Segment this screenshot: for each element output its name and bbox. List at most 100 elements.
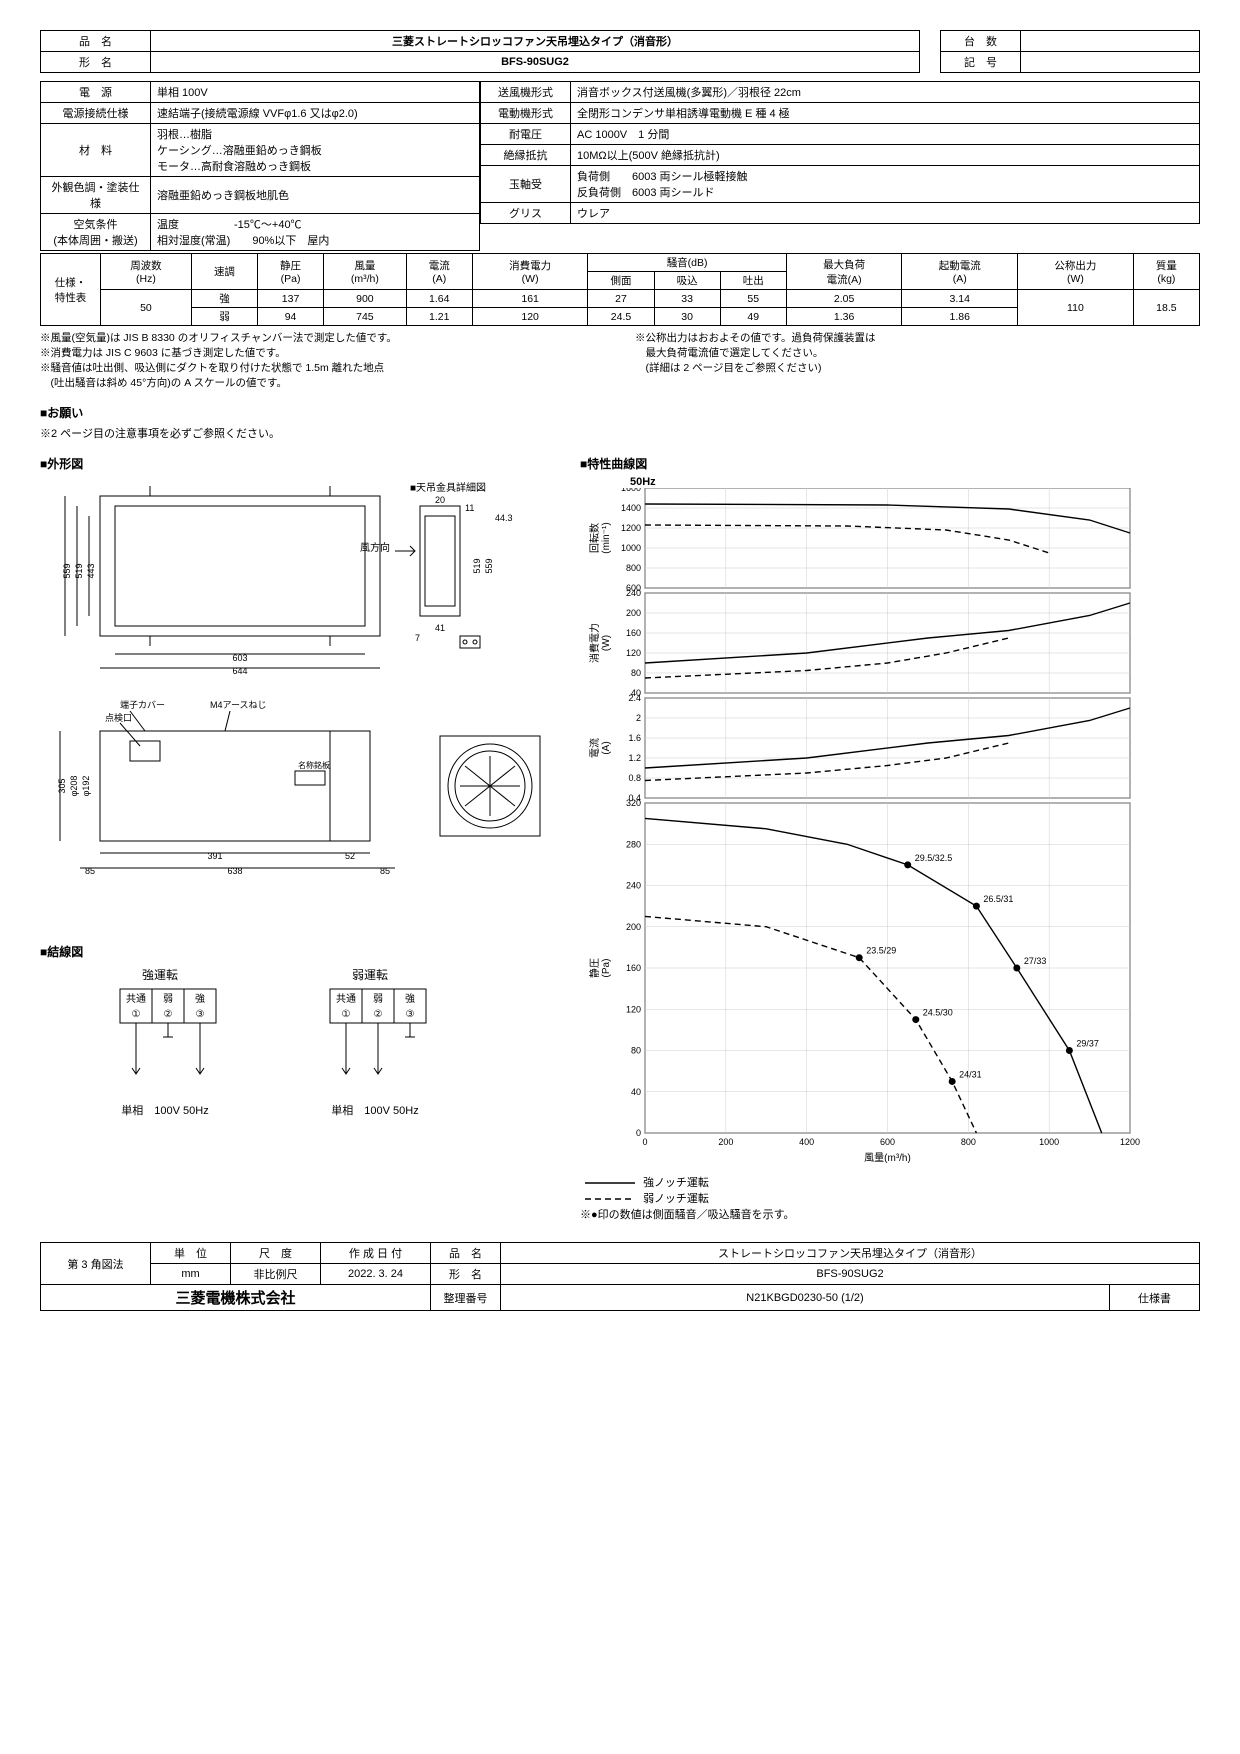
svg-text:160: 160 (626, 628, 641, 638)
header-right-table: 台 数 記 号 (940, 30, 1200, 73)
request-heading: ■お願い (40, 404, 1200, 421)
outline-drawing: 559 519 443 603 644 ■天吊金具詳細図 風方向 20 (40, 476, 570, 926)
request-body: ※2 ページ目の注意事項を必ずご参照ください。 (40, 425, 1200, 441)
company-name: 三菱電機株式会社 (41, 1285, 431, 1311)
spec-val: 全閉形コンデンサ単相誘導電動機 E 種 4 極 (571, 103, 1200, 124)
svg-text:200: 200 (626, 608, 641, 618)
svg-text:消費電力(W): 消費電力(W) (588, 623, 612, 663)
spec-key: 送風機形式 (481, 82, 571, 103)
svg-text:①: ① (132, 1009, 141, 1020)
svg-text:1.6: 1.6 (628, 733, 641, 743)
svg-text:共通: 共通 (336, 993, 356, 1005)
spec-val: 温度 -15℃～+40℃ 相対湿度(常温) 90%以下 屋内 (151, 214, 480, 251)
svg-text:280: 280 (626, 839, 641, 849)
svg-text:160: 160 (626, 963, 641, 973)
legend-note: ※●印の数値は側面騒音／吸込騒音を示す。 (580, 1209, 795, 1221)
spec-key: 絶縁抵抗 (481, 145, 571, 166)
spec-val: 負荷側 6003 両シール極軽接触 反負荷側 6003 両シールド (571, 166, 1200, 203)
svg-text:80: 80 (631, 668, 641, 678)
svg-text:29.5/32.5: 29.5/32.5 (915, 853, 953, 863)
spec-key: 外観色調・塗装仕様 (41, 177, 151, 214)
svg-text:24/31: 24/31 (959, 1069, 982, 1079)
svg-text:強: 強 (405, 992, 415, 1005)
svg-text:弱運転: 弱運転 (352, 968, 388, 982)
wiring-diagram: 強運転共通①弱②強③単相 100V 50Hz弱運転共通①弱②強③単相 100V … (40, 964, 540, 1134)
svg-text:80: 80 (631, 1046, 641, 1056)
qty-label: 台 数 (941, 31, 1021, 52)
svg-text:20: 20 (435, 495, 445, 505)
svg-text:11: 11 (465, 503, 474, 513)
svg-text:26.5/31: 26.5/31 (983, 894, 1013, 904)
svg-text:240: 240 (626, 588, 641, 598)
svg-text:0.8: 0.8 (628, 773, 641, 783)
svg-text:弱: 弱 (373, 993, 383, 1005)
svg-text:③: ③ (196, 1009, 205, 1020)
svg-text:519: 519 (472, 558, 482, 573)
model-name: BFS-90SUG2 (151, 52, 920, 73)
footer-table: 第 3 角図法 単 位 尺 度 作 成 日 付 品 名 ストレートシロッコファン… (40, 1242, 1200, 1311)
svg-text:305: 305 (57, 778, 67, 793)
svg-text:559: 559 (62, 563, 72, 578)
svg-text:1400: 1400 (621, 503, 641, 513)
spec-key: 電源接続仕様 (41, 103, 151, 124)
svg-text:静圧(Pa): 静圧(Pa) (588, 958, 612, 978)
projection-method: 第 3 角図法 (41, 1243, 151, 1285)
performance-table: 仕様・ 特性表周波数 (Hz)速調静圧 (Pa)風量 (m³/h)電流 (A)消… (40, 253, 1200, 326)
curve-hz: 50Hz (630, 476, 1200, 488)
svg-text:風量(m³/h): 風量(m³/h) (864, 1152, 911, 1164)
curve-heading: ■特性曲線図 (580, 455, 1200, 472)
svg-text:単相 100V 50Hz: 単相 100V 50Hz (331, 1103, 418, 1117)
svg-text:φ208: φ208 (69, 776, 79, 797)
outline-heading: ■外形図 (40, 455, 570, 472)
svg-text:強: 強 (195, 992, 205, 1005)
spec-left-table: 電 源単相 100V電源接続仕様速結端子(接続電源線 VVFφ1.6 又はφ2.… (40, 81, 480, 251)
svg-text:単相 100V 50Hz: 単相 100V 50Hz (121, 1103, 208, 1117)
svg-text:41: 41 (435, 623, 445, 633)
notes-block: ※風量(空気量)は JIS B 8330 のオリフィスチャンバー法で測定した値で… (40, 330, 1200, 390)
product-label: 品 名 (41, 31, 151, 52)
header-left-table: 品 名 三菱ストレートシロッコファン天吊埋込タイプ（消音形） 形 名 BFS-9… (40, 30, 920, 73)
header-block: 品 名 三菱ストレートシロッコファン天吊埋込タイプ（消音形） 形 名 BFS-9… (40, 30, 1200, 73)
svg-text:点検口: 点検口 (105, 712, 132, 723)
svg-text:1600: 1600 (621, 488, 641, 493)
spec-tables: 電 源単相 100V電源接続仕様速結端子(接続電源線 VVFφ1.6 又はφ2.… (40, 81, 1200, 251)
svg-text:200: 200 (626, 922, 641, 932)
svg-text:弱: 弱 (163, 993, 173, 1005)
mark-label: 記 号 (941, 52, 1021, 73)
product-name: 三菱ストレートシロッコファン天吊埋込タイプ（消音形） (151, 31, 920, 52)
svg-text:2: 2 (636, 713, 641, 723)
spec-val: 10MΩ以上(500V 絶縁抵抗計) (571, 145, 1200, 166)
spec-val: 溶融亜鉛めっき鋼板地肌色 (151, 177, 480, 214)
notes-right: ※公称出力はおおよその値です。過負荷保護装置は 最大負荷電流値で選定してください… (635, 330, 1200, 390)
svg-text:名称銘板: 名称銘板 (298, 760, 330, 770)
svg-text:②: ② (374, 1009, 383, 1020)
spec-val: 単相 100V (151, 82, 480, 103)
svg-text:400: 400 (799, 1137, 814, 1147)
svg-text:φ192: φ192 (81, 776, 91, 797)
spec-key: 耐電圧 (481, 124, 571, 145)
svg-text:44.3: 44.3 (495, 513, 513, 523)
model-label: 形 名 (41, 52, 151, 73)
svg-text:559: 559 (484, 558, 494, 573)
svg-text:27/33: 27/33 (1024, 956, 1047, 966)
spec-val: ウレア (571, 203, 1200, 224)
svg-text:40: 40 (631, 1087, 641, 1097)
svg-text:120: 120 (626, 648, 641, 658)
svg-text:240: 240 (626, 881, 641, 891)
svg-text:1000: 1000 (1039, 1137, 1059, 1147)
svg-text:800: 800 (961, 1137, 976, 1147)
characteristic-charts: 6008001000120014001600回転数(min⁻¹)40801201… (580, 488, 1200, 1168)
svg-text:M4アースねじ: M4アースねじ (210, 700, 267, 710)
spec-key: 電動機形式 (481, 103, 571, 124)
legend-weak: 弱ノッチ運転 (643, 1193, 709, 1205)
svg-text:800: 800 (626, 563, 641, 573)
wiring-heading: ■結線図 (40, 943, 570, 960)
legend-strong: 強ノッチ運転 (643, 1177, 709, 1189)
spec-right-table: 送風機形式消音ボックス付送風機(多翼形)／羽根径 22cm電動機形式全閉形コンデ… (480, 81, 1200, 224)
svg-text:電流(A): 電流(A) (588, 738, 612, 758)
svg-text:519: 519 (74, 563, 84, 578)
svg-text:■天吊金具詳細図: ■天吊金具詳細図 (410, 481, 486, 494)
svg-text:風方向: 風方向 (360, 541, 390, 554)
svg-text:200: 200 (718, 1137, 733, 1147)
svg-text:②: ② (164, 1009, 173, 1020)
